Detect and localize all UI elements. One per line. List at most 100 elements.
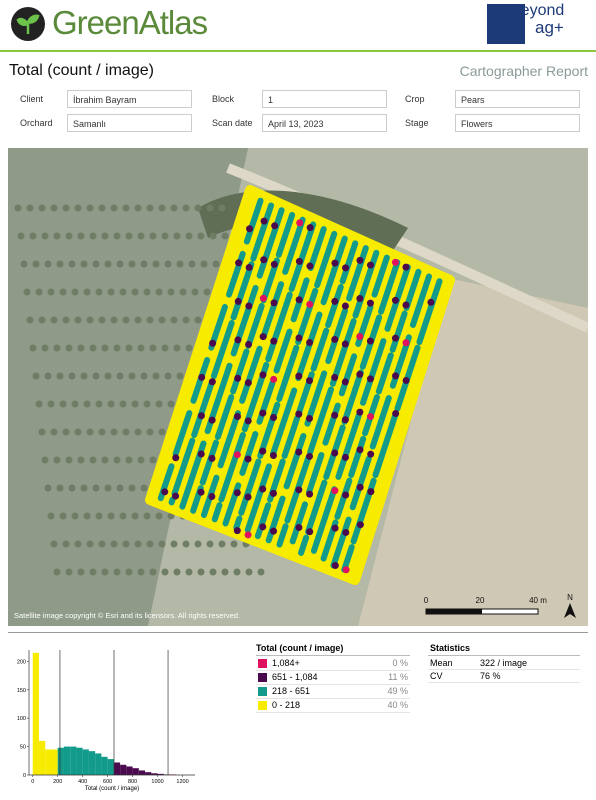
orchard-tree (98, 316, 106, 324)
legend-row-rule (256, 712, 410, 713)
orchard-tree (146, 540, 154, 548)
scan-spot (356, 332, 364, 340)
orchard-tree (110, 428, 118, 436)
scan-spot (259, 523, 267, 531)
orchard-tree (134, 204, 142, 212)
orchard-tree (218, 540, 226, 548)
scan-spot (331, 487, 339, 495)
orchard-tree (38, 428, 46, 436)
scan-spot (172, 454, 180, 462)
y-tick-label: 50 (20, 745, 26, 751)
orchard-tree (35, 288, 43, 296)
orchard-tree (167, 400, 175, 408)
scan-spot (341, 416, 349, 424)
orchard-tree (137, 232, 145, 240)
hist-bar (45, 749, 52, 775)
legend-share: 0 % (392, 658, 408, 668)
orchard-tree (149, 456, 157, 464)
hist-bar (151, 773, 158, 775)
orchard-tree (29, 344, 37, 352)
orchard-tree (104, 372, 112, 380)
orchard-tree (152, 372, 160, 380)
orchard-tree (257, 568, 265, 576)
scan-spot (341, 340, 349, 348)
orchard-tree (182, 540, 190, 548)
orchard-tree (185, 344, 193, 352)
orchard-tree (134, 316, 142, 324)
x-tick-label: 200 (53, 779, 62, 785)
orchard-tree (137, 456, 145, 464)
scan-spot (235, 259, 243, 267)
orchard-tree (146, 316, 154, 324)
scan-spot (259, 485, 267, 493)
legend-range: 1,084+ (272, 658, 300, 668)
orchard-tree (101, 456, 109, 464)
orchard-tree (167, 512, 175, 520)
orchard-tree (47, 400, 55, 408)
orchard-tree (50, 428, 58, 436)
hist-bar (101, 756, 108, 775)
orchard-tree (86, 316, 94, 324)
scan-spot (234, 413, 241, 421)
orchard-tree (113, 232, 121, 240)
scan-spot (402, 376, 410, 384)
scan-row (298, 259, 401, 556)
scan-spot (269, 489, 277, 497)
scan-spot (342, 491, 350, 499)
orchard-tree (71, 512, 79, 520)
x-axis-label: Total (count / image) (85, 786, 139, 792)
orchard-tree (125, 232, 133, 240)
scan-row (254, 240, 359, 540)
orchard-tree (41, 232, 49, 240)
orchard-tree (47, 512, 55, 520)
orchard-tree (62, 204, 70, 212)
orchard-tree (110, 316, 118, 324)
orchard-tree (74, 428, 82, 436)
orchard-tree (209, 232, 217, 240)
orchard-tree (95, 288, 103, 296)
stats-rule (428, 655, 580, 656)
scan-spot (305, 452, 313, 460)
orchard-tree (176, 260, 184, 268)
orchard-tree (62, 316, 70, 324)
orchard-tree (119, 288, 127, 296)
orchard-tree (185, 232, 193, 240)
hist-bar (107, 759, 114, 775)
scan-spot (366, 375, 374, 383)
report-type: Cartographer Report (459, 63, 588, 79)
orchard-tree (26, 316, 34, 324)
scan-spot (356, 294, 364, 302)
orchard-tree (95, 400, 103, 408)
north-arrow (564, 603, 576, 618)
orchard-tree (92, 260, 100, 268)
orchard-tree (212, 260, 220, 268)
orchard-tree (158, 316, 166, 324)
scan-spot (356, 408, 364, 416)
orchard-tree (122, 540, 130, 548)
legend-row-rule (256, 670, 410, 671)
orchard-tree (122, 316, 130, 324)
legend-row-rule (256, 698, 410, 699)
orchard-tree (77, 456, 85, 464)
scan-spot (295, 257, 303, 265)
field-value: April 13, 2023 (262, 114, 387, 132)
orchard-tree (155, 288, 163, 296)
scan-spot (245, 340, 253, 348)
orchard-tree (122, 204, 130, 212)
orchard-tree (158, 540, 166, 548)
orchard-tree (170, 204, 178, 212)
scan-row (157, 197, 264, 502)
orchard-tree (116, 260, 124, 268)
scan-spot (367, 450, 375, 458)
orchard-tree (53, 456, 61, 464)
hist-bar (157, 773, 164, 775)
scan-spot (270, 337, 278, 345)
scan-spot (341, 302, 349, 310)
orchard-tree (44, 372, 52, 380)
stat-row-rule (428, 669, 580, 670)
scan-spot (246, 225, 254, 233)
orchard-tree (173, 568, 181, 576)
hist-bar (76, 747, 83, 775)
scan-spot (306, 262, 314, 270)
scan-spot (341, 378, 349, 386)
